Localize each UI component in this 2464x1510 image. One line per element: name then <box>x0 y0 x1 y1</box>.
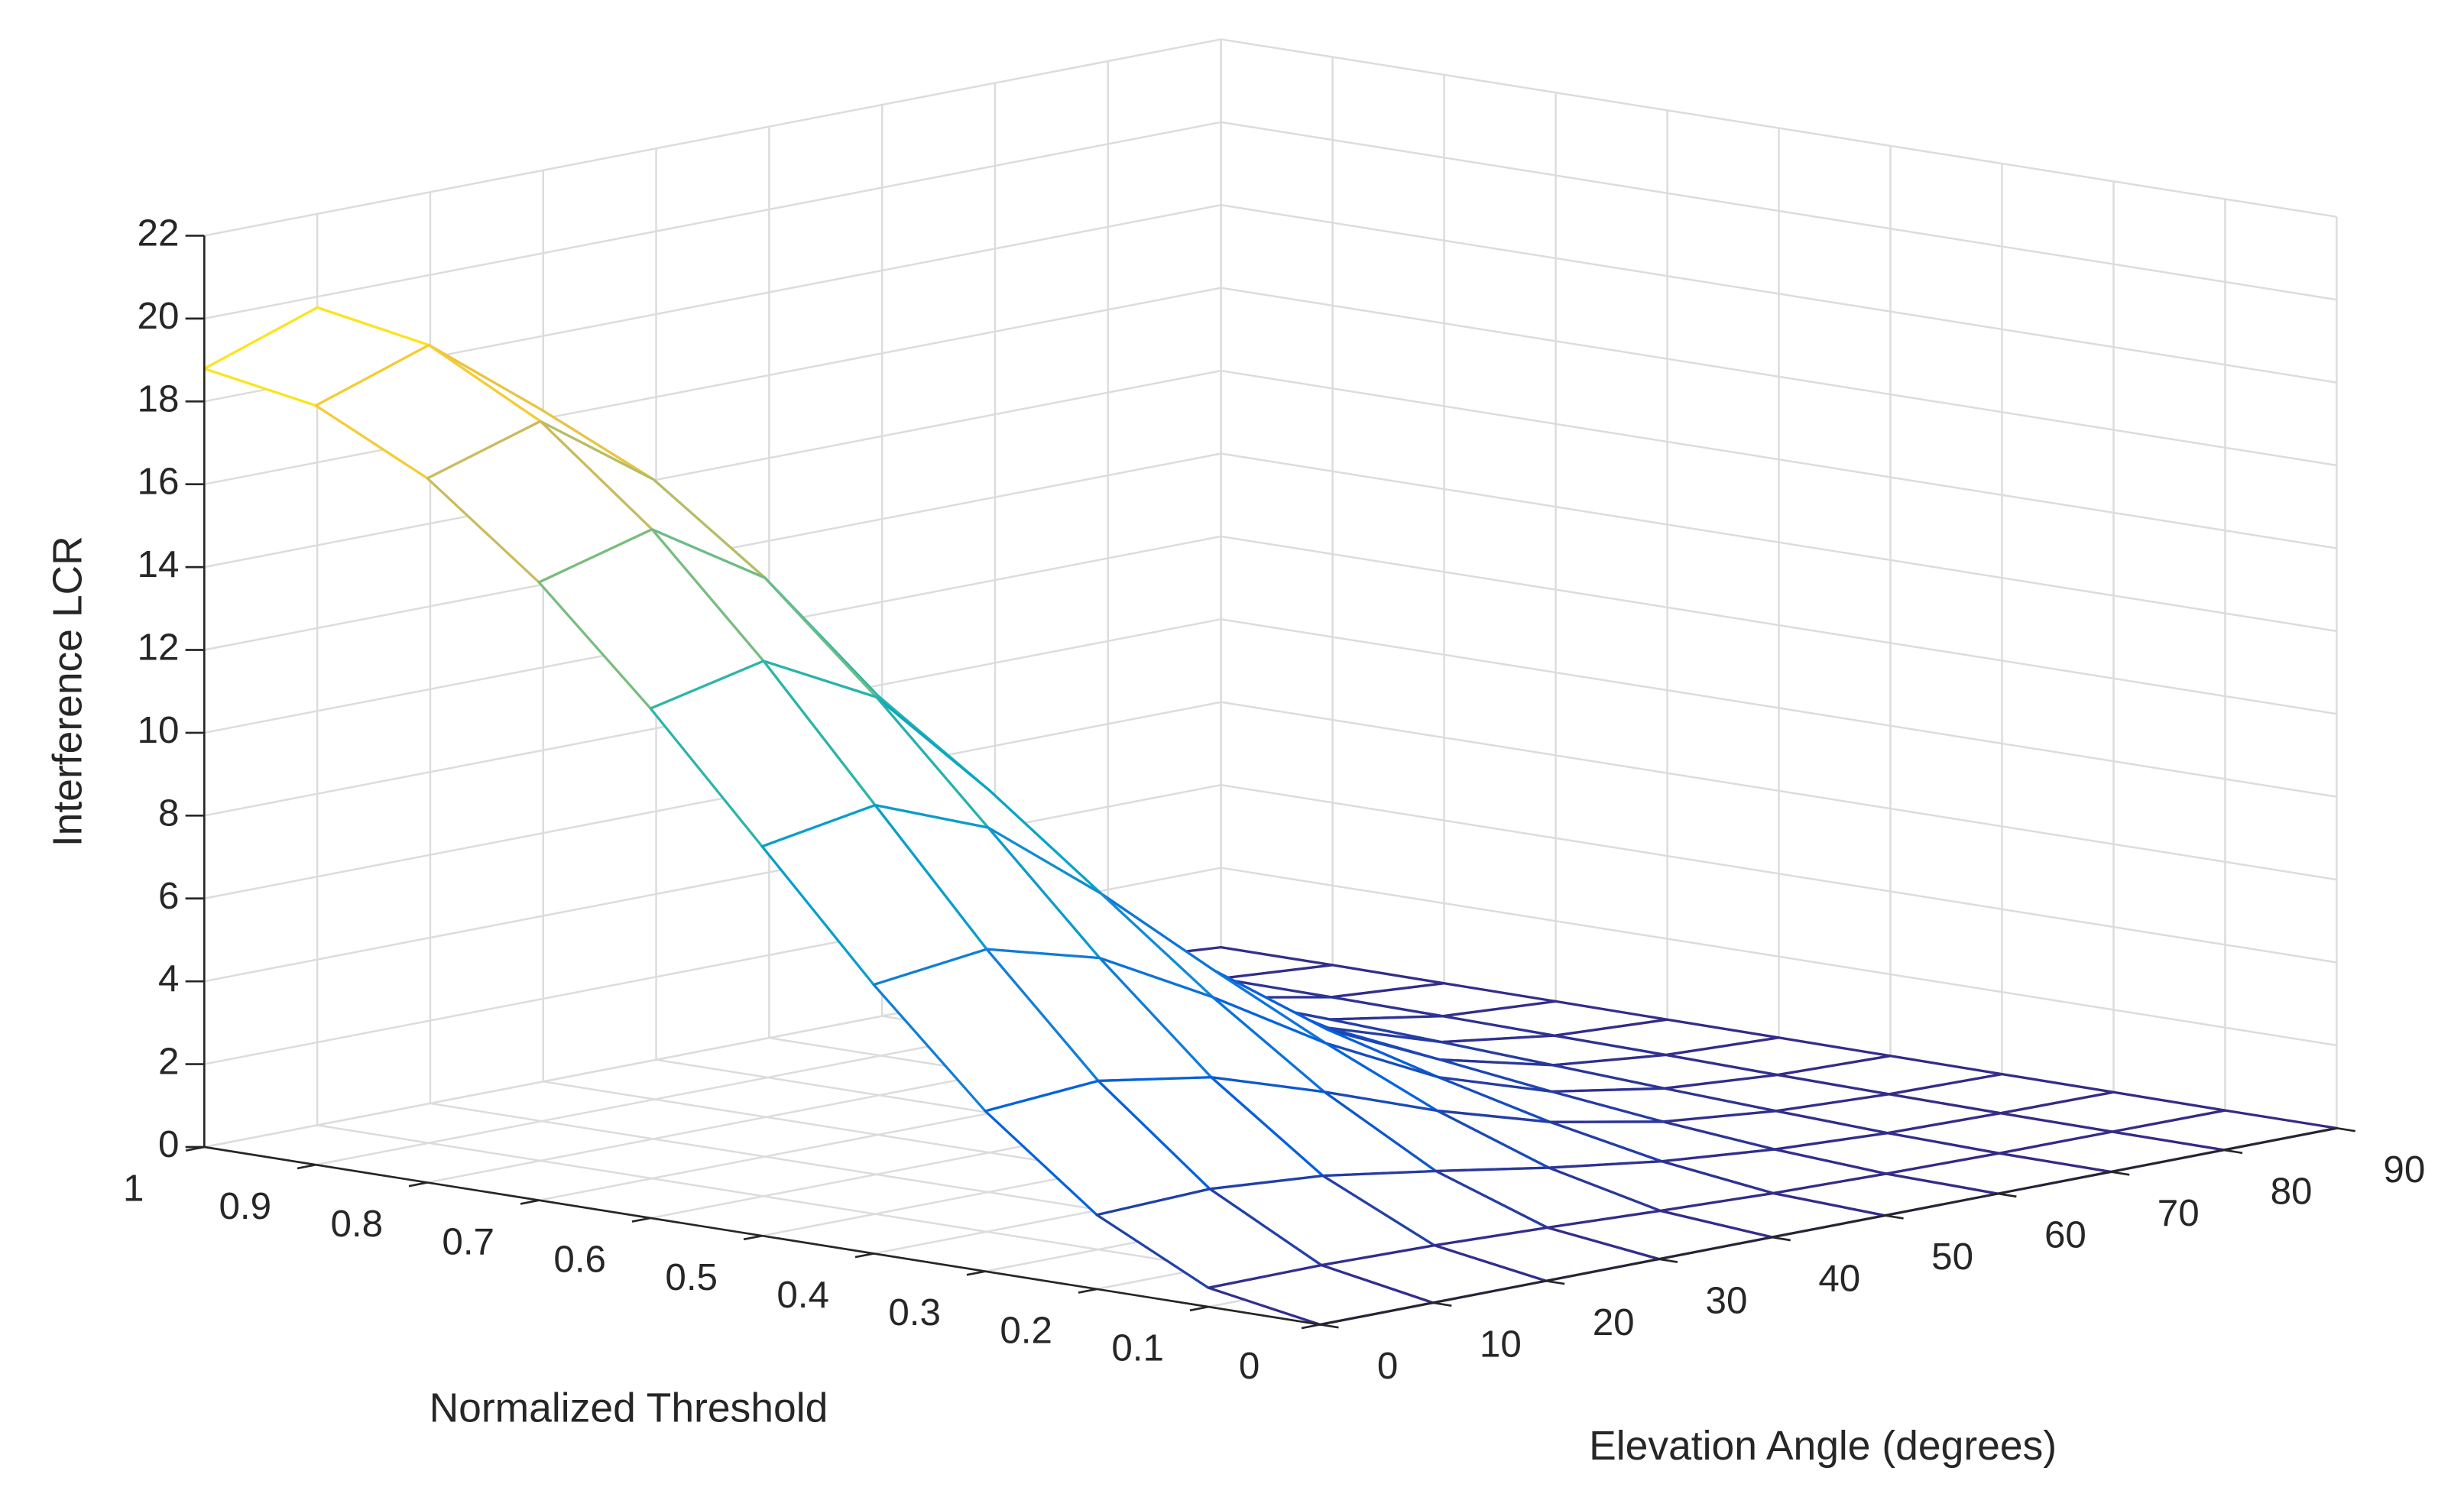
grid-line <box>204 369 1221 569</box>
z-tick-label: 22 <box>138 212 180 254</box>
z-tick-label: 8 <box>158 792 179 834</box>
y-tick-label: 20 <box>1593 1301 1635 1343</box>
y-tick <box>1432 1301 1452 1307</box>
x-tick-label: 0 <box>1239 1345 1260 1387</box>
grid-line <box>1221 867 2337 1047</box>
grid-line <box>1221 618 2337 798</box>
y-tick <box>1884 1214 1904 1220</box>
grid-line <box>204 701 1221 899</box>
z-tick-label: 14 <box>138 543 180 585</box>
x-tick-label: 0.5 <box>665 1256 718 1298</box>
x-tick-label: 0.7 <box>442 1220 494 1262</box>
x-tick <box>1189 1305 1209 1312</box>
grid-line <box>204 783 1221 983</box>
y-tick-label: 30 <box>1706 1279 1748 1321</box>
x-tick <box>408 1181 428 1188</box>
y-tick-label: 80 <box>2271 1170 2313 1212</box>
grid-line <box>204 287 1221 485</box>
y-tick <box>2223 1149 2243 1155</box>
x-tick <box>1078 1288 1097 1294</box>
x-tick-label: 0.8 <box>330 1203 383 1245</box>
x-tick-label: 0.1 <box>1111 1327 1164 1369</box>
z-tick-label: 2 <box>158 1041 179 1083</box>
x-axis-label: Normalized Threshold <box>430 1386 828 1431</box>
y-tick <box>2110 1171 2130 1176</box>
y-tick-label: 60 <box>2044 1214 2086 1256</box>
z-tick-label: 0 <box>158 1123 179 1165</box>
grid-line <box>1221 369 2337 549</box>
grid-line <box>1221 287 2337 467</box>
y-tick <box>1319 1324 1339 1329</box>
y-tick-label: 40 <box>1818 1258 1860 1300</box>
y-tick <box>1997 1192 2017 1198</box>
axes: 00.10.20.30.40.50.60.70.80.9101020304050… <box>123 212 2425 1386</box>
y-tick <box>2336 1127 2356 1132</box>
y-axis-line <box>1319 1127 2337 1326</box>
y-tick-label: 0 <box>1377 1345 1398 1387</box>
grid-line <box>204 38 1221 237</box>
x-tick <box>631 1217 651 1223</box>
grid-line <box>1221 783 2337 964</box>
z-tick-label: 18 <box>138 378 180 420</box>
y-tick-label: 90 <box>2383 1149 2425 1191</box>
x-tick-label: 0.4 <box>776 1274 829 1316</box>
x-tick <box>966 1270 986 1276</box>
y-tick <box>1658 1258 1678 1263</box>
grid-line <box>1221 38 2337 218</box>
z-tick-label: 16 <box>138 461 180 503</box>
y-tick <box>1772 1236 1791 1242</box>
grid-line <box>1221 121 2337 301</box>
y-tick-label: 50 <box>1931 1236 1973 1278</box>
y-tick-label: 70 <box>2158 1192 2200 1234</box>
y-tick-label: 10 <box>1480 1323 1522 1365</box>
z-tick-label: 6 <box>158 875 179 917</box>
x-tick-label: 0.3 <box>888 1291 941 1333</box>
z-axis-label: Interference LCR <box>46 536 91 847</box>
z-tick-label: 12 <box>138 627 180 669</box>
grid-line <box>204 121 1221 320</box>
z-tick-label: 20 <box>138 295 180 337</box>
grid-line <box>1221 204 2337 384</box>
x-tick <box>743 1234 763 1241</box>
z-tick-label: 4 <box>158 958 179 1000</box>
surface <box>203 306 2339 1326</box>
x-tick <box>1301 1324 1321 1330</box>
x-tick-label: 0.2 <box>1000 1309 1052 1351</box>
grid-line <box>1221 452 2337 633</box>
x-tick <box>297 1163 316 1170</box>
x-tick-label: 0.6 <box>553 1239 606 1281</box>
grid-line <box>1221 701 2337 881</box>
x-tick <box>520 1199 540 1205</box>
grid-line <box>1221 535 2337 715</box>
y-axis-label: Elevation Angle (degrees) <box>1589 1424 2057 1469</box>
x-tick-label: 1 <box>123 1168 144 1210</box>
y-tick <box>1545 1279 1565 1285</box>
x-tick <box>854 1252 874 1259</box>
z-tick-label: 10 <box>138 709 180 751</box>
x-tick-label: 0.9 <box>219 1185 271 1227</box>
